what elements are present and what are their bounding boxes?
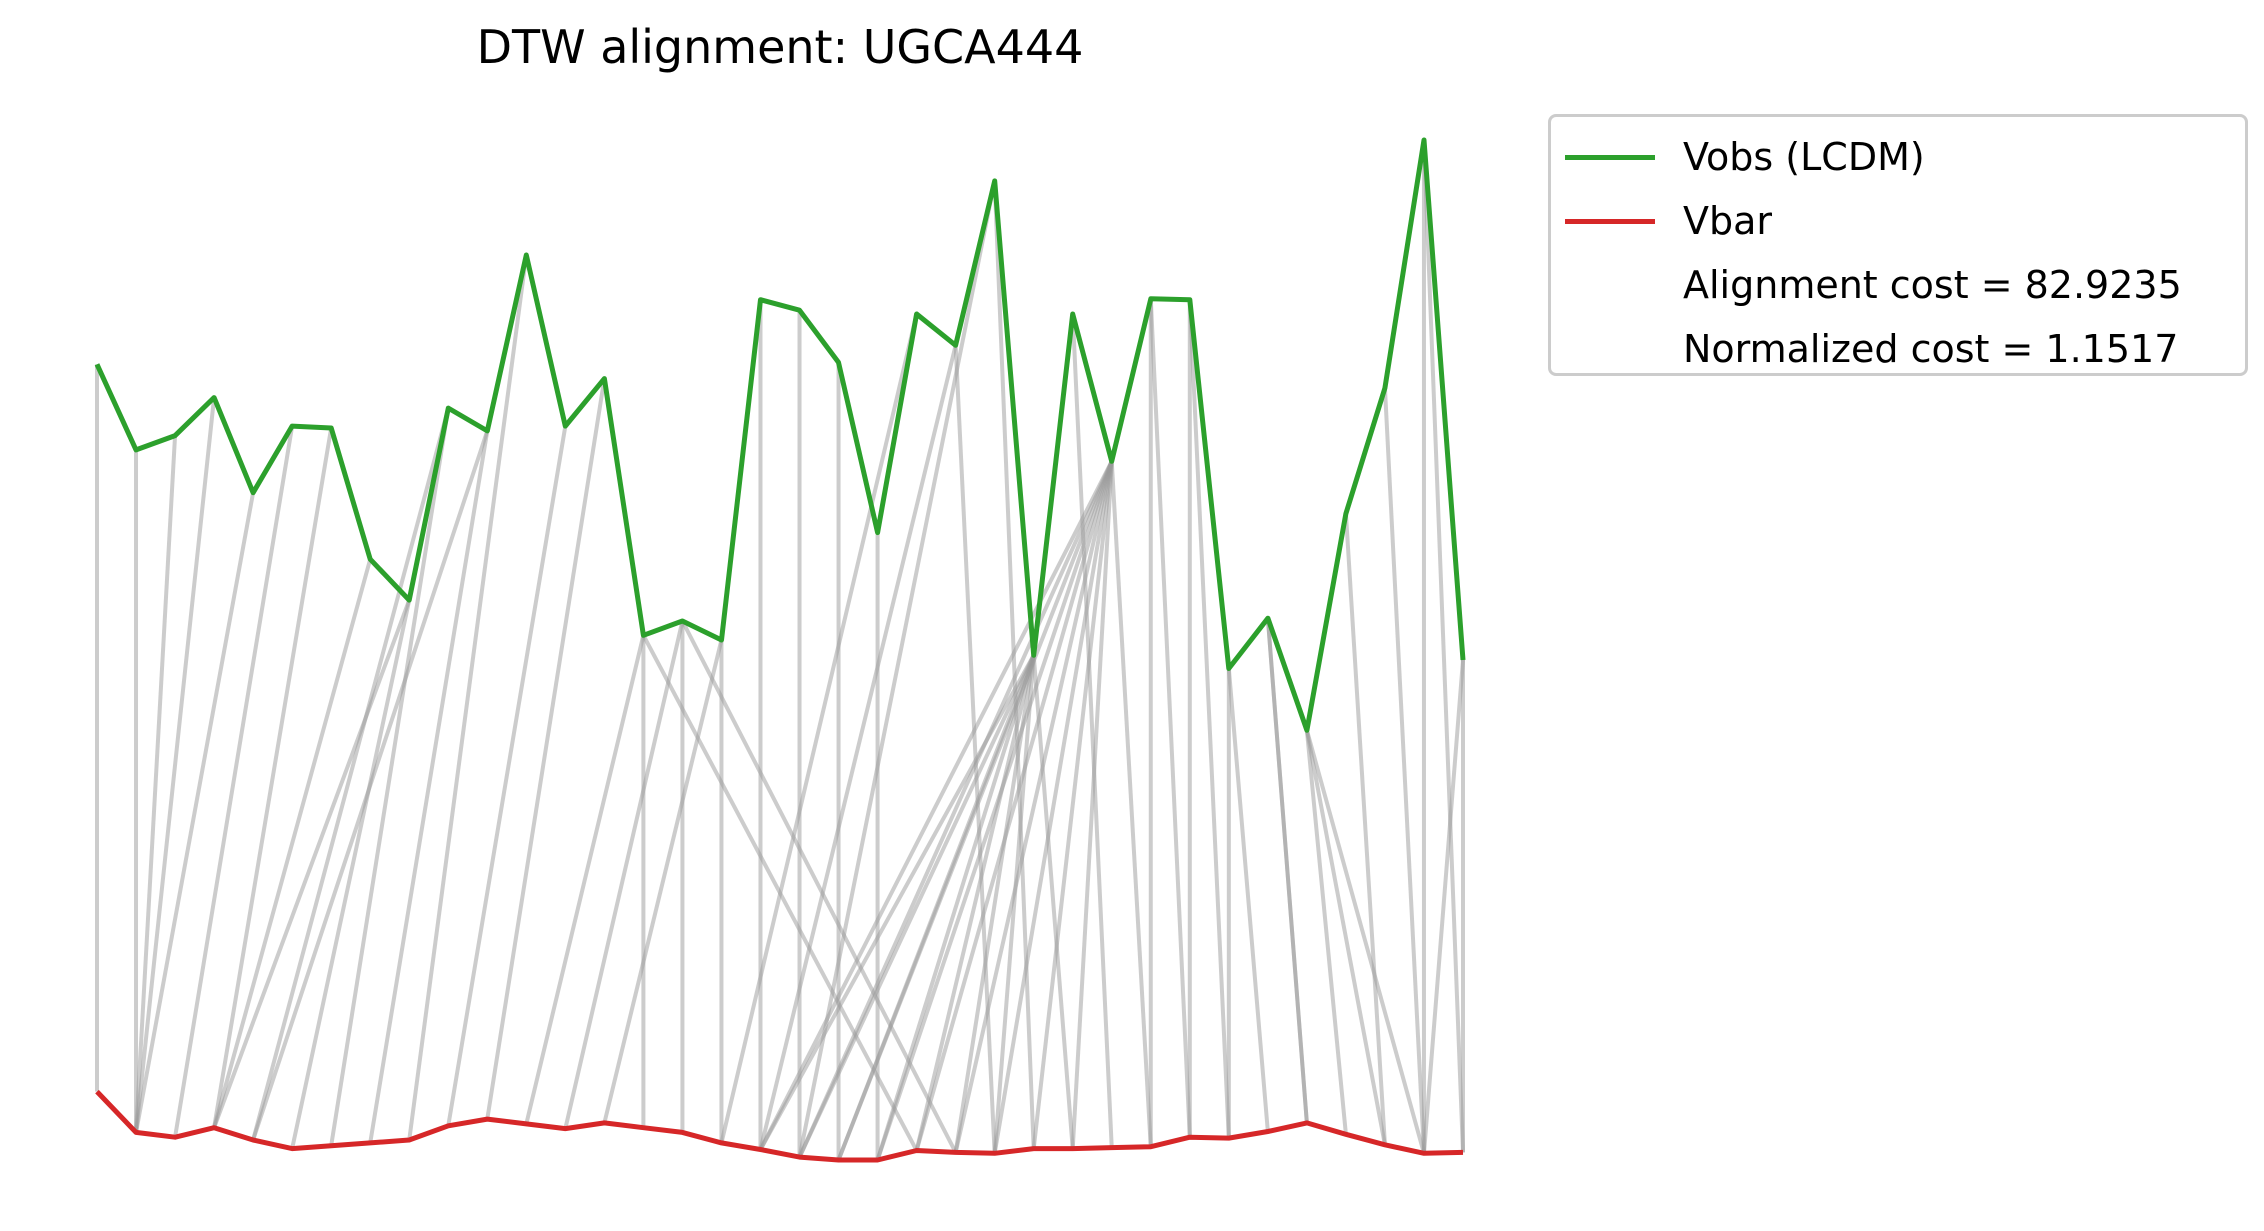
series-line-vbar bbox=[95, 1089, 1464, 1163]
legend-label-vbar: Vbar bbox=[1683, 199, 1773, 243]
alignment-line-11 bbox=[290, 599, 412, 1150]
legend-item-vobs: Vobs (LCDM) bbox=[1551, 125, 2245, 189]
legend-item-alignment-cost: Alignment cost = 82.9235 bbox=[1551, 253, 2245, 317]
alignment-line-12 bbox=[329, 407, 451, 1147]
alignment-line-31 bbox=[1031, 655, 1075, 1149]
alignment-line-67 bbox=[1304, 729, 1426, 1154]
alignment-line-65 bbox=[1265, 618, 1309, 1124]
legend-label-vobs: Vobs (LCDM) bbox=[1683, 135, 1925, 179]
alignment-line-66 bbox=[1304, 729, 1387, 1146]
alignment-line-60 bbox=[953, 654, 1036, 1153]
alignment-line-54 bbox=[719, 313, 919, 1144]
alignment-line-40 bbox=[1382, 388, 1426, 1154]
alignment-line-51 bbox=[992, 460, 1114, 1154]
alignment-line-58 bbox=[875, 654, 1036, 1161]
alignment-line-5 bbox=[173, 425, 295, 1138]
plot-area bbox=[94, 137, 1466, 1163]
alignment-line-18 bbox=[563, 620, 685, 1130]
alignment-line-35 bbox=[1187, 299, 1231, 1139]
alignment-line-29 bbox=[953, 345, 997, 1154]
alignment-line-6 bbox=[212, 427, 334, 1129]
alignment-line-2 bbox=[134, 435, 178, 1133]
alignment-line-19 bbox=[602, 639, 724, 1124]
alignment-connections bbox=[95, 139, 1465, 1161]
alignment-line-30 bbox=[992, 180, 1036, 1149]
alignment-line-59 bbox=[914, 654, 1036, 1151]
alignment-line-52 bbox=[1031, 461, 1114, 1149]
alignment-line-33 bbox=[1109, 461, 1153, 1147]
alignment-line-61 bbox=[992, 655, 1036, 1154]
chart-title: DTW alignment: UGCA444 bbox=[476, 20, 1084, 74]
alignment-line-39 bbox=[1343, 513, 1387, 1145]
legend-item-normalized-cost: Normalized cost = 1.1517 bbox=[1551, 317, 2245, 381]
alignment-line-8 bbox=[212, 599, 412, 1129]
alignment-line-69 bbox=[1421, 659, 1465, 1154]
alignment-line-50 bbox=[953, 460, 1114, 1153]
legend-swatch-vobs bbox=[1565, 155, 1655, 160]
alignment-line-7 bbox=[212, 558, 373, 1129]
alignment-line-4 bbox=[134, 492, 256, 1133]
legend: Vobs (LCDM) Vbar Alignment cost = 82.923… bbox=[1548, 114, 2248, 376]
alignment-line-13 bbox=[368, 430, 490, 1144]
legend-swatch-vbar bbox=[1565, 219, 1655, 224]
alignment-line-55 bbox=[758, 344, 958, 1151]
alignment-line-16 bbox=[485, 378, 607, 1120]
series-lines bbox=[94, 137, 1466, 1163]
series-line-vobs bbox=[94, 137, 1466, 733]
alignment-line-36 bbox=[1226, 668, 1270, 1132]
alignment-line-14 bbox=[407, 254, 529, 1141]
alignment-line-46 bbox=[797, 460, 1114, 1158]
alignment-line-32 bbox=[1070, 313, 1114, 1148]
alignment-line-38 bbox=[1304, 730, 1348, 1135]
legend-item-vbar: Vbar bbox=[1551, 189, 2245, 253]
alignment-line-3 bbox=[134, 397, 217, 1133]
alignment-line-57 bbox=[836, 654, 1036, 1161]
alignment-line-41 bbox=[1421, 139, 1465, 1153]
legend-label-normalized-cost: Normalized cost = 1.1517 bbox=[1683, 327, 2179, 371]
alignment-line-15 bbox=[446, 425, 568, 1127]
alignment-line-48 bbox=[875, 460, 1114, 1161]
alignment-line-53 bbox=[1070, 461, 1114, 1149]
alignment-line-49 bbox=[914, 460, 1114, 1152]
alignment-line-17 bbox=[524, 634, 646, 1125]
alignment-line-56 bbox=[797, 180, 997, 1158]
alignment-line-34 bbox=[1148, 298, 1192, 1138]
legend-label-alignment-cost: Alignment cost = 82.9235 bbox=[1683, 263, 2182, 307]
alignment-line-9 bbox=[251, 407, 451, 1141]
alignment-line-45 bbox=[758, 460, 1114, 1151]
